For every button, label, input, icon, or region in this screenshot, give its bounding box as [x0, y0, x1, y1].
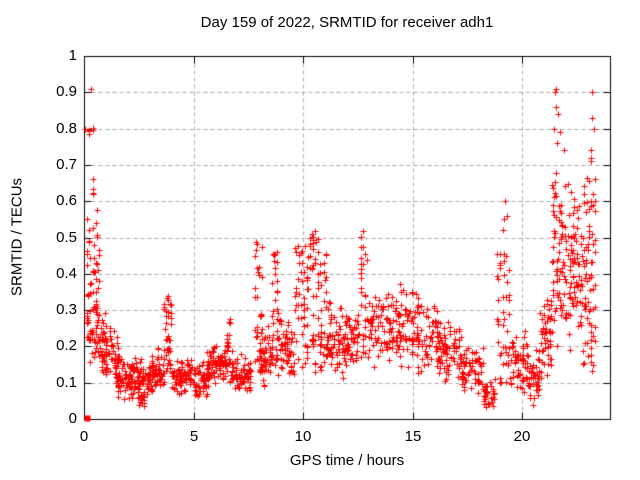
y-tick-label: 0.6 — [56, 192, 77, 209]
chart-title: Day 159 of 2022, SRMTID for receiver adh… — [200, 14, 494, 31]
y-tick-label: 0 — [68, 410, 77, 427]
y-tick-label: 0.3 — [56, 301, 77, 318]
y-tick-label: 0.2 — [56, 337, 77, 354]
y-tick-label: 0.1 — [56, 374, 77, 391]
x-axis-label: GPS time / hours — [289, 452, 405, 469]
y-tick-label: 1 — [68, 47, 77, 64]
x-tick-label: 0 — [79, 428, 89, 445]
x-tick-label: 10 — [294, 428, 312, 445]
y-tick-label: 0.8 — [56, 120, 77, 137]
y-axis-label-text: SRMTID / TECUs — [8, 177, 26, 297]
y-tick-label: 0.4 — [56, 265, 77, 282]
y-tick-label: 0.9 — [56, 83, 77, 100]
y-tick-label: 0.7 — [56, 156, 77, 173]
x-tick-label: 5 — [189, 428, 199, 445]
x-tick-label: 20 — [513, 428, 531, 445]
y-tick-label: 0.5 — [56, 229, 77, 246]
x-tick-label: 15 — [404, 428, 422, 445]
